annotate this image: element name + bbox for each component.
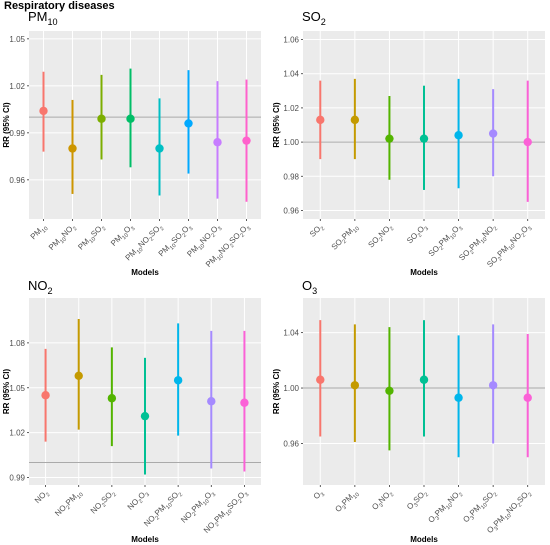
point-estimate	[454, 131, 463, 140]
y-tick-label: 0.98	[283, 172, 299, 181]
y-tick-label: 1.04	[283, 70, 299, 79]
y-axis-title: RR (95% CI)	[272, 102, 281, 148]
x-tick-label: O3PM10	[333, 488, 361, 516]
x-axis-title: Models	[410, 268, 438, 277]
x-tick-label: PM10SO2	[76, 222, 107, 253]
point-estimate	[240, 398, 249, 407]
y-tick-label: 1.00	[283, 138, 299, 147]
y-tick-label: 1.02	[9, 429, 25, 438]
x-tick-label: NO2O3	[126, 488, 151, 513]
x-axis-title: Models	[410, 535, 438, 544]
point-estimate	[39, 106, 48, 116]
point-estimate	[74, 371, 83, 380]
x-tick-label: NO2PM10	[53, 488, 85, 520]
x-tick-label: PM10	[29, 222, 50, 243]
x-tick-label: PM10NO2	[47, 222, 79, 254]
x-axis-title: Models	[131, 268, 159, 277]
panel-title: O3	[302, 278, 317, 296]
x-tick-label: NO2SO2	[89, 488, 118, 517]
point-estimate	[385, 386, 394, 396]
point-estimate	[140, 411, 150, 421]
point-estimate	[126, 114, 135, 123]
y-axis-title: RR (95% CI)	[2, 368, 11, 414]
x-tick-label: O3PM10NO2	[426, 488, 464, 526]
y-tick-label: 1.02	[283, 104, 299, 113]
point-estimate	[173, 376, 183, 385]
x-tick-label: SO2O3	[405, 222, 430, 247]
x-tick-label: PM10O3	[109, 222, 137, 250]
x-tick-label: O3	[312, 488, 327, 503]
y-axis-title: RR (95% CI)	[2, 102, 11, 148]
y-tick-label: 1.06	[283, 36, 299, 45]
point-estimate	[454, 393, 463, 402]
y-tick-label: 0.96	[283, 439, 299, 448]
point-estimate	[419, 134, 429, 143]
panel-background	[29, 31, 261, 219]
panel-1: PM100.960.991.021.05PM10PM10NO2PM10SO2PM…	[2, 9, 261, 277]
x-tick-label: SO2NO2	[366, 222, 395, 251]
point-estimate	[107, 394, 117, 403]
point-estimate	[184, 119, 193, 128]
point-estimate	[385, 134, 394, 143]
point-estimate	[350, 115, 360, 125]
y-tick-label: 1.04	[283, 329, 299, 338]
x-tick-label: O3PM10NO2SO2	[485, 488, 534, 537]
x-tick-label: SO2PM10NO2O3	[485, 222, 534, 271]
point-estimate	[523, 137, 532, 147]
figure-title: Respiratory diseases	[4, 0, 115, 12]
point-estimate	[68, 144, 77, 153]
point-estimate	[523, 393, 532, 402]
point-estimate	[350, 381, 360, 390]
x-tick-label: O3NO2	[370, 488, 395, 513]
point-estimate	[316, 375, 325, 384]
y-tick-label: 1.05	[9, 384, 25, 393]
point-estimate	[155, 144, 164, 153]
panel-title: PM10	[28, 9, 58, 27]
point-estimate	[488, 381, 498, 390]
y-tick-label: 0.99	[9, 129, 25, 138]
y-tick-label: 1.02	[9, 82, 25, 91]
panel-3: NO20.991.021.051.08NO2NO2PM10NO2SO2NO2O3…	[2, 278, 261, 544]
point-estimate	[213, 138, 222, 147]
x-tick-label: SO2PM10	[330, 222, 361, 253]
point-estimate	[488, 129, 498, 138]
y-tick-label: 1.05	[9, 35, 25, 44]
x-tick-label: SO2PM10O3	[427, 222, 465, 260]
x-tick-label: SO2	[308, 222, 326, 240]
point-estimate	[242, 136, 251, 145]
x-tick-label: O3SO2	[405, 488, 430, 513]
point-estimate	[207, 397, 216, 406]
panel-title: SO2	[302, 9, 326, 27]
y-tick-label: 0.99	[9, 474, 25, 483]
panel-2: SO20.960.981.001.021.041.06SO2SO2PM10SO2…	[272, 9, 545, 277]
y-tick-label: 0.96	[9, 176, 25, 185]
y-tick-label: 1.00	[283, 384, 299, 393]
point-estimate	[41, 391, 50, 400]
point-estimate	[419, 375, 429, 384]
x-tick-label: NO2PM10O3	[179, 488, 217, 526]
y-axis-title: RR (95% CI)	[272, 368, 281, 414]
point-estimate	[97, 114, 106, 123]
point-estimate	[316, 115, 325, 125]
y-tick-label: 1.08	[9, 339, 25, 348]
panel-4: O30.961.001.04O3O3PM10O3NO2O3SO2O3PM10NO…	[272, 278, 545, 544]
x-axis-title: Models	[131, 535, 159, 544]
panel-title: NO2	[28, 278, 53, 296]
y-tick-label: 0.96	[283, 206, 299, 215]
x-tick-label: NO2	[33, 488, 52, 507]
